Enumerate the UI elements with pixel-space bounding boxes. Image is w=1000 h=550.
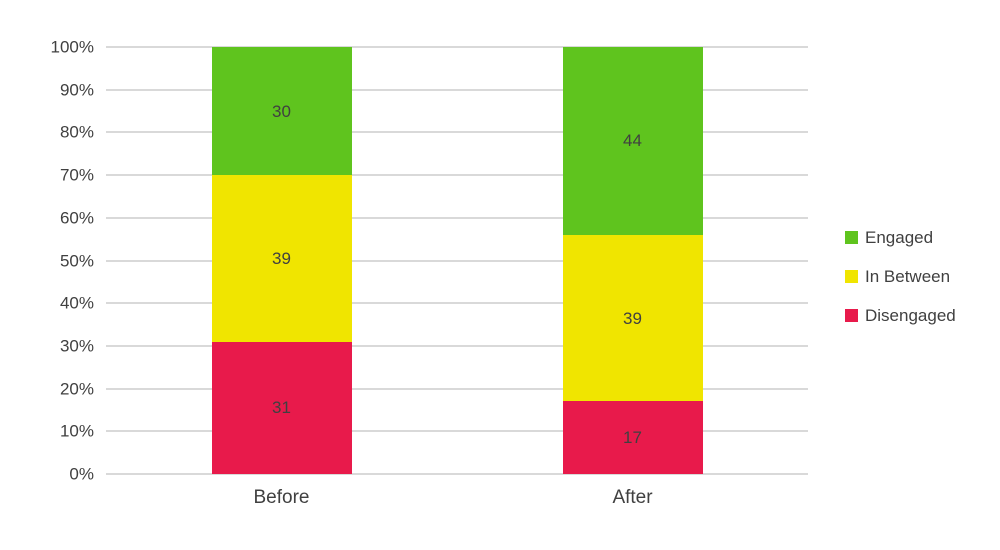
plot-area: 31 39 30 17 39 44 bbox=[106, 46, 808, 475]
y-tick-label: 0% bbox=[69, 464, 94, 484]
bar-before: 31 39 30 bbox=[211, 47, 352, 474]
gridline bbox=[106, 344, 808, 347]
y-tick-label: 40% bbox=[59, 293, 94, 313]
y-tick-label: 10% bbox=[59, 421, 94, 441]
x-category-label: Before bbox=[253, 487, 310, 508]
bar-segment-engaged: 44 bbox=[562, 47, 703, 235]
bar-segment-in-between: 39 bbox=[211, 175, 352, 342]
bar-segment-in-between: 39 bbox=[562, 234, 703, 402]
data-label: 30 bbox=[272, 101, 291, 121]
data-label: 31 bbox=[272, 398, 291, 418]
y-tick-label: 100% bbox=[50, 37, 94, 57]
y-tick-label: 30% bbox=[59, 336, 94, 356]
y-tick-label: 80% bbox=[59, 122, 94, 142]
data-label: 39 bbox=[623, 308, 642, 328]
y-tick-label: 60% bbox=[59, 208, 94, 228]
legend-label: Disengaged bbox=[865, 306, 956, 325]
gridline bbox=[106, 131, 808, 134]
x-axis: Before After bbox=[106, 487, 808, 513]
gridline bbox=[106, 259, 808, 262]
gridline bbox=[106, 216, 808, 219]
y-tick-label: 20% bbox=[59, 379, 94, 399]
data-label: 44 bbox=[623, 131, 642, 151]
gridline bbox=[106, 387, 808, 390]
x-category-label: After bbox=[612, 487, 653, 508]
gridline bbox=[106, 88, 808, 91]
y-axis: 0% 10% 20% 30% 40% 50% 60% 70% 80% 90% 100% bbox=[0, 39, 94, 483]
y-tick-label: 90% bbox=[59, 80, 94, 100]
gridline bbox=[106, 174, 808, 177]
legend-item-engaged: Engaged bbox=[845, 227, 956, 248]
legend-label: In Between bbox=[865, 267, 951, 286]
gridline bbox=[106, 302, 808, 305]
legend-label: Engaged bbox=[865, 228, 934, 247]
data-label: 17 bbox=[623, 428, 642, 448]
legend-swatch-icon bbox=[845, 231, 858, 244]
y-tick-label: 50% bbox=[59, 251, 94, 270]
legend-item-in-between: In Between bbox=[845, 266, 956, 287]
bar-after: 17 39 44 bbox=[562, 47, 703, 474]
legend-item-disengaged: Disengaged bbox=[845, 305, 956, 326]
gridline bbox=[106, 473, 808, 475]
y-tick-label: 70% bbox=[59, 165, 94, 185]
legend-swatch-icon bbox=[845, 309, 858, 322]
gridline bbox=[106, 46, 808, 48]
legend-swatch-icon bbox=[845, 270, 858, 283]
bar-segment-disengaged: 31 bbox=[211, 341, 352, 474]
data-label: 39 bbox=[272, 248, 291, 268]
legend: Engaged In Between Disengaged bbox=[845, 227, 956, 344]
bar-segment-disengaged: 17 bbox=[562, 401, 703, 474]
gridline bbox=[106, 430, 808, 433]
bar-segment-engaged: 30 bbox=[211, 47, 352, 176]
